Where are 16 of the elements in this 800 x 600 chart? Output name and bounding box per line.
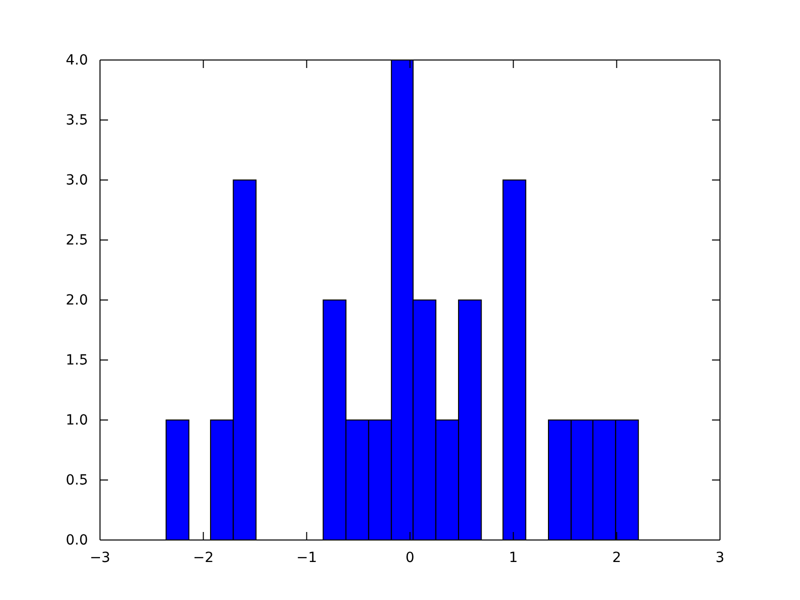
y-tick-label: 0.0 bbox=[66, 532, 88, 548]
x-tick-label: −2 bbox=[193, 550, 214, 566]
y-tick-label: 1.0 bbox=[66, 412, 88, 428]
y-tick-label: 1.5 bbox=[66, 352, 88, 368]
x-tick-label: −1 bbox=[296, 550, 317, 566]
x-tick-label: −3 bbox=[90, 550, 110, 566]
y-tick-label: 2.5 bbox=[66, 232, 88, 248]
y-tick-label: 3.5 bbox=[66, 112, 88, 128]
y-tick-label: 4.0 bbox=[66, 52, 88, 68]
x-tick-label: 2 bbox=[612, 550, 622, 566]
y-tick-label: 3.0 bbox=[66, 172, 88, 188]
x-tick-label: 3 bbox=[716, 550, 724, 566]
y-tick-label: 2.0 bbox=[66, 292, 88, 308]
y-tick-label: 0.5 bbox=[66, 472, 88, 488]
x-tick-label: 0 bbox=[406, 550, 414, 566]
x-tick-label: 1 bbox=[508, 550, 518, 566]
